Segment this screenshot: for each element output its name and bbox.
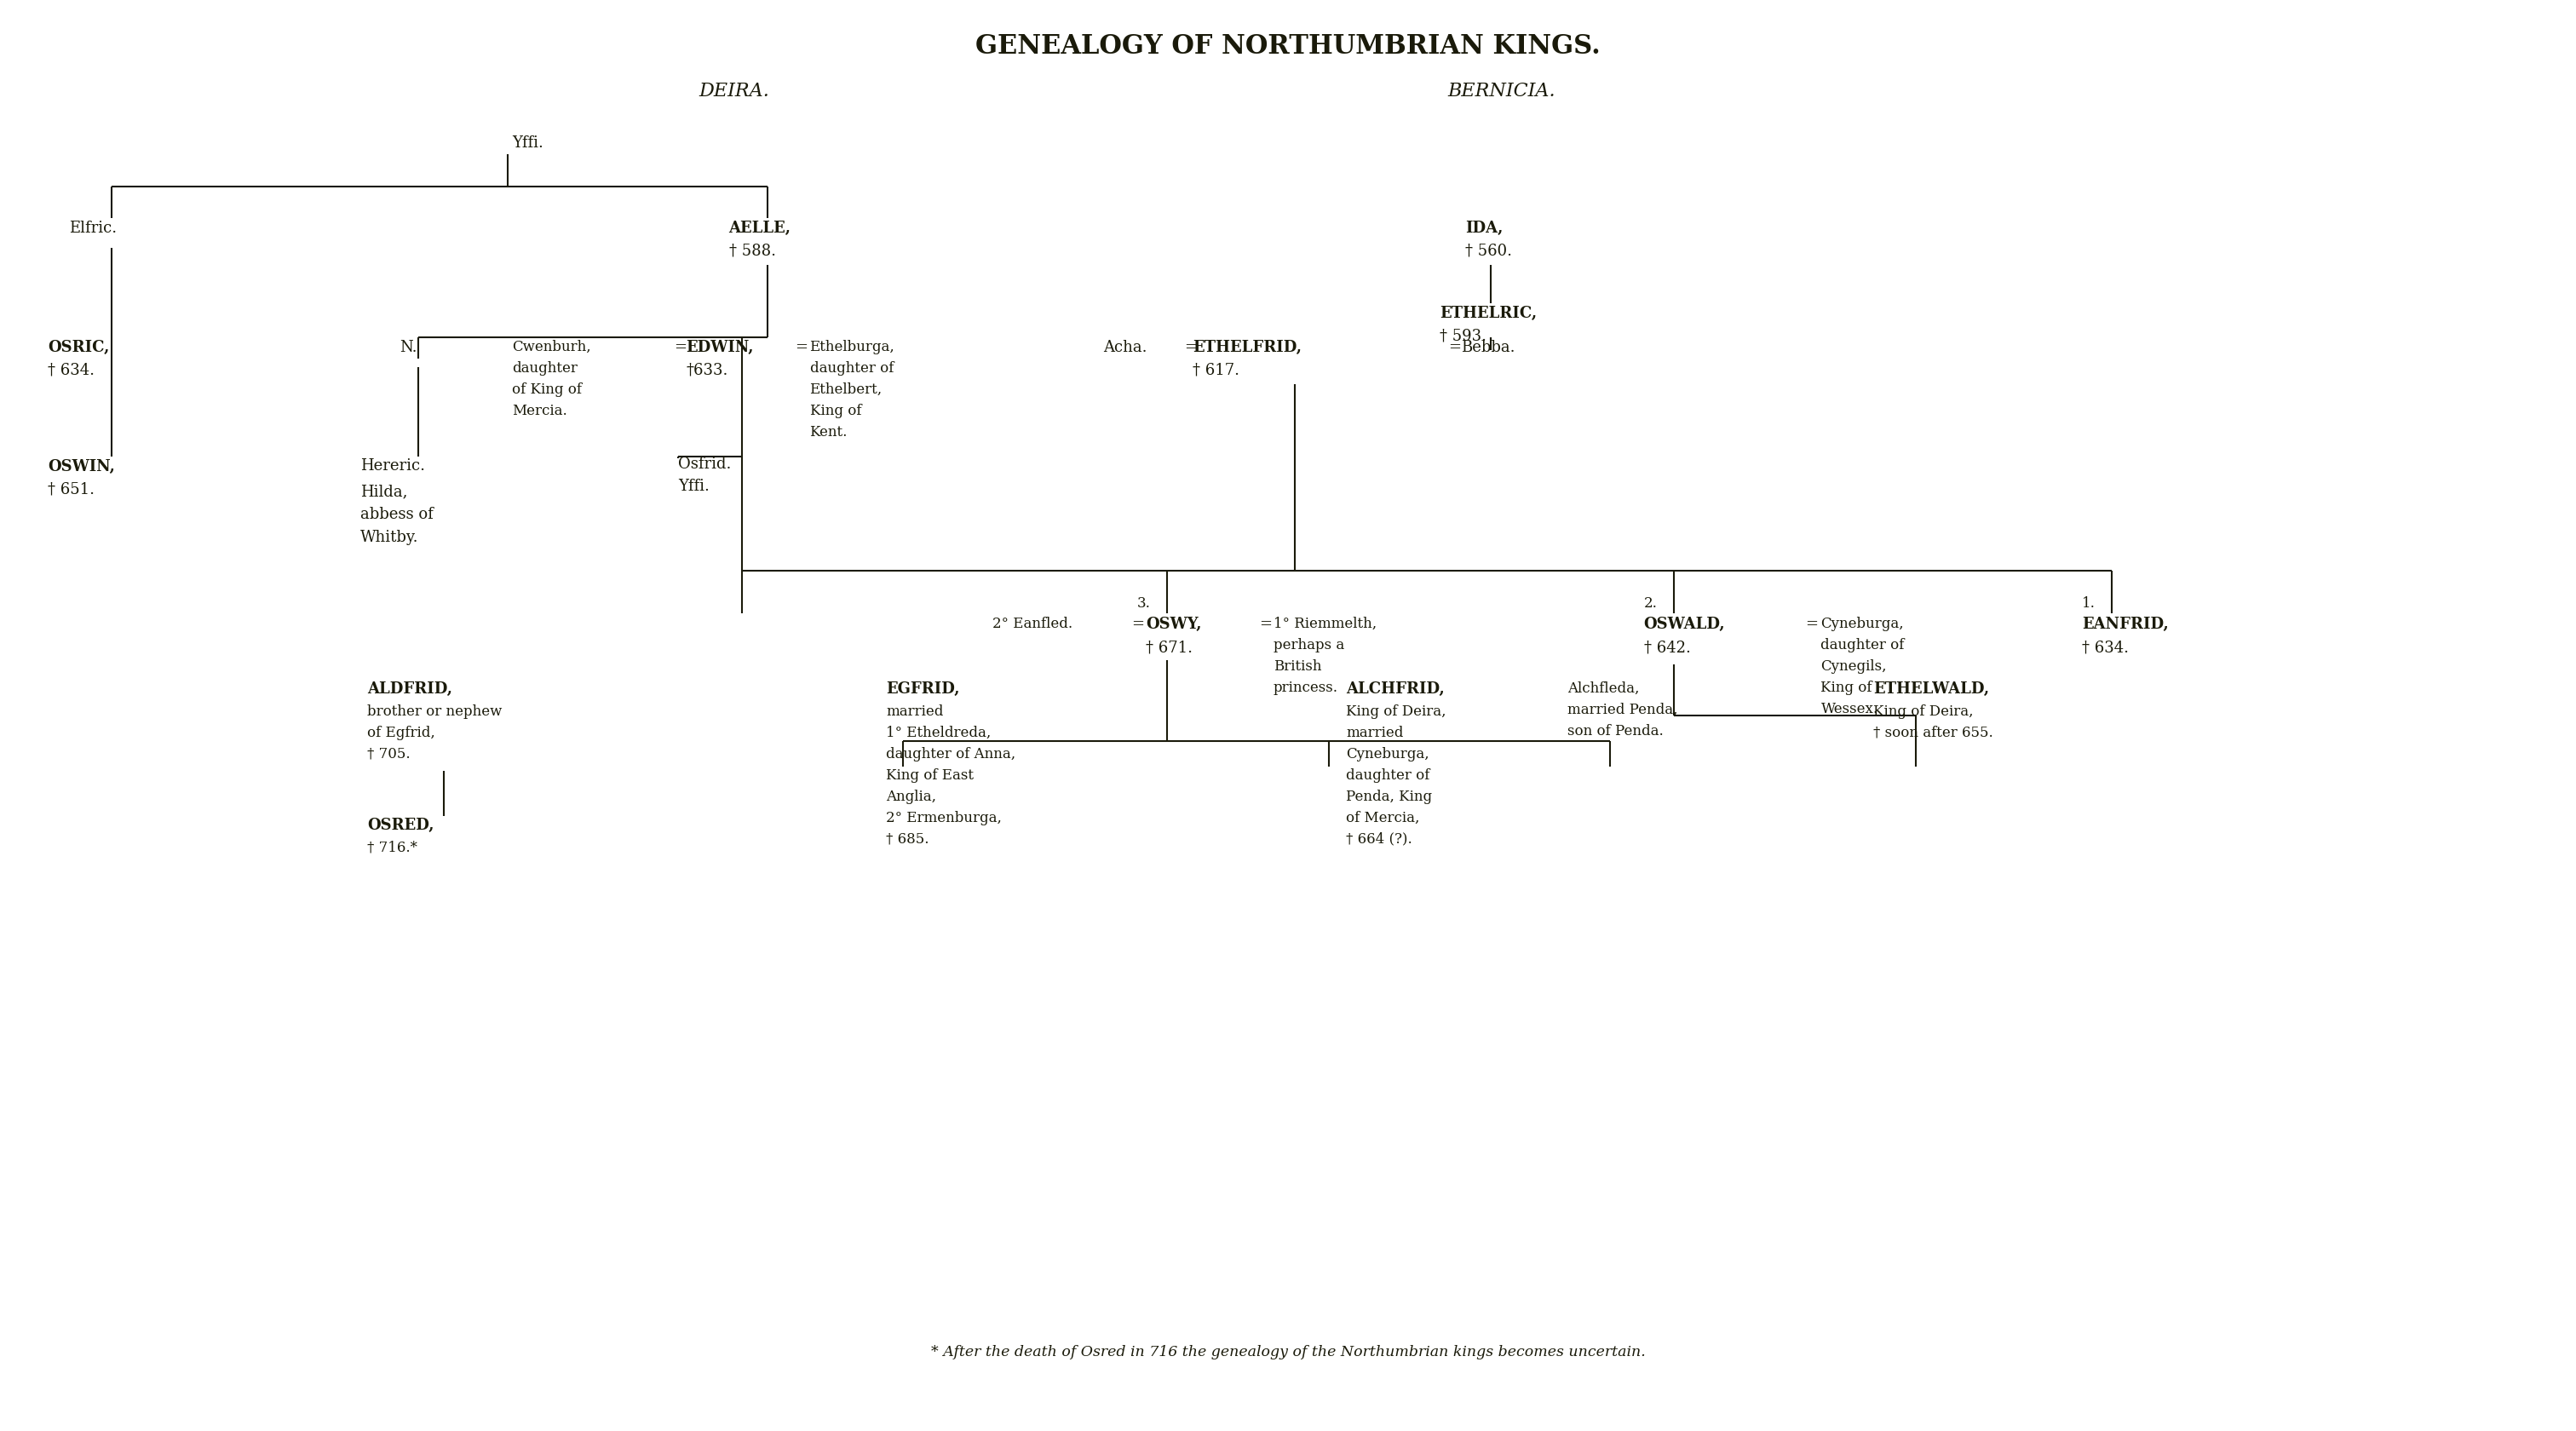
Text: of King of: of King of [513,382,582,396]
Text: † 617.: † 617. [1193,362,1239,378]
Text: IDA,: IDA, [1466,220,1502,236]
Text: 1.: 1. [2081,597,2094,611]
Text: 1° Etheldreda,: 1° Etheldreda, [886,726,992,740]
Text: † 685.: † 685. [886,831,930,847]
Text: Anglia,: Anglia, [886,790,938,804]
Text: King of Deira,: King of Deira, [1873,704,1973,718]
Text: abbess of: abbess of [361,507,433,522]
Text: † 651.: † 651. [49,482,95,497]
Text: King of: King of [1821,681,1873,695]
Text: Bebba.: Bebba. [1461,339,1515,355]
Text: Kent.: Kent. [809,425,848,439]
Text: =: = [796,339,809,355]
Text: =: = [1448,339,1461,355]
Text: † 716.*: † 716.* [368,840,417,854]
Text: married: married [1345,726,1404,740]
Text: perhaps a: perhaps a [1273,638,1345,653]
Text: =: = [1131,617,1144,633]
Text: † 588.: † 588. [729,243,775,259]
Text: Cwenburh,: Cwenburh, [513,339,590,353]
Text: =: = [1260,617,1273,633]
Text: British: British [1273,660,1321,674]
Text: EDWIN,: EDWIN, [685,339,755,355]
Text: brother or nephew: brother or nephew [368,704,502,718]
Text: † 593.: † 593. [1440,329,1486,343]
Text: princess.: princess. [1273,681,1340,695]
Text: OSRED,: OSRED, [368,817,433,833]
Text: † 634.: † 634. [2081,640,2128,655]
Text: 2° Eanfled.: 2° Eanfled. [992,617,1072,631]
Text: Ethelburga,: Ethelburga, [809,339,894,353]
Text: Hereric.: Hereric. [361,459,425,474]
Text: married: married [886,704,943,718]
Text: daughter of: daughter of [1345,768,1430,783]
Text: † 705.: † 705. [368,747,410,761]
Text: EANFRID,: EANFRID, [2081,617,2169,633]
Text: 2.: 2. [1643,597,1656,611]
Text: of Egfrid,: of Egfrid, [368,726,435,740]
Text: Acha.: Acha. [1103,339,1146,355]
Text: married Penda,: married Penda, [1566,703,1677,717]
Text: OSWALD,: OSWALD, [1643,617,1726,633]
Text: King of East: King of East [886,768,974,783]
Text: 2° Ermenburga,: 2° Ermenburga, [886,811,1002,826]
Text: 3.: 3. [1139,597,1151,611]
Text: † 634.: † 634. [49,362,95,378]
Text: =: = [1806,617,1819,633]
Text: Yffi.: Yffi. [677,479,708,495]
Text: ALCHFRID,: ALCHFRID, [1345,681,1445,697]
Text: * After the death of Osred in 716 the genealogy of the Northumbrian kings become: * After the death of Osred in 716 the ge… [930,1345,1646,1359]
Text: of Mercia,: of Mercia, [1345,811,1419,826]
Text: =: = [672,339,685,355]
Text: Penda, King: Penda, King [1345,790,1432,804]
Text: son of Penda.: son of Penda. [1566,724,1664,738]
Text: † soon after 655.: † soon after 655. [1873,726,1994,740]
Text: †633.: †633. [685,362,729,378]
Text: daughter of Anna,: daughter of Anna, [886,747,1015,761]
Text: Whitby.: Whitby. [361,529,420,545]
Text: OSWY,: OSWY, [1146,617,1200,633]
Text: N.: N. [399,339,417,355]
Text: GENEALOGY OF NORTHUMBRIAN KINGS.: GENEALOGY OF NORTHUMBRIAN KINGS. [976,33,1600,60]
Text: † 671.: † 671. [1146,640,1193,655]
Text: daughter of: daughter of [1821,638,1904,653]
Text: ETHELFRID,: ETHELFRID, [1193,339,1301,355]
Text: Elfric.: Elfric. [70,220,116,236]
Text: AELLE,: AELLE, [729,220,791,236]
Text: OSWIN,: OSWIN, [49,459,116,474]
Text: DEIRA.: DEIRA. [698,82,770,100]
Text: Ethelbert,: Ethelbert, [809,382,881,396]
Text: King of: King of [809,404,860,418]
Text: BERNICIA.: BERNICIA. [1448,82,1556,100]
Text: Cyneburga,: Cyneburga, [1821,617,1904,631]
Text: Mercia.: Mercia. [513,404,567,418]
Text: Cynegils,: Cynegils, [1821,660,1886,674]
Text: OSRIC,: OSRIC, [49,339,111,355]
Text: ETHELRIC,: ETHELRIC, [1440,306,1538,321]
Text: Hilda,: Hilda, [361,484,407,499]
Text: † 560.: † 560. [1466,243,1512,259]
Text: Wessex.: Wessex. [1821,701,1878,717]
Text: ALDFRID,: ALDFRID, [368,681,453,697]
Text: Alchfleda,: Alchfleda, [1566,681,1638,695]
Text: EGFRID,: EGFRID, [886,681,961,697]
Text: Osfrid.: Osfrid. [677,456,732,471]
Text: 1° Riemmelth,: 1° Riemmelth, [1273,617,1376,631]
Text: daughter: daughter [513,361,577,375]
Text: † 664 (?).: † 664 (?). [1345,831,1412,847]
Text: daughter of: daughter of [809,361,894,375]
Text: ETHELWALD,: ETHELWALD, [1873,681,1989,697]
Text: =: = [1185,339,1198,355]
Text: King of Deira,: King of Deira, [1345,704,1445,718]
Text: Yffi.: Yffi. [513,136,544,150]
Text: Cyneburga,: Cyneburga, [1345,747,1430,761]
Text: † 642.: † 642. [1643,640,1690,655]
